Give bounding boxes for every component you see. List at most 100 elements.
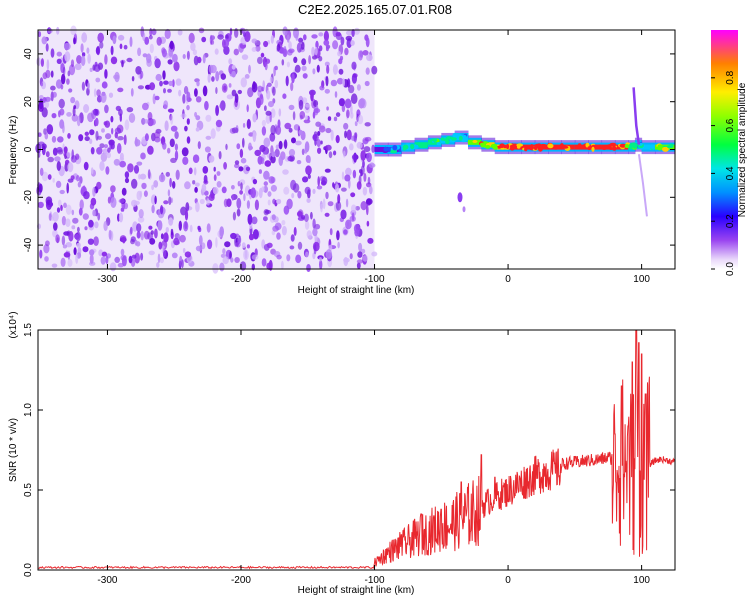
noise-speck — [223, 198, 228, 208]
noise-speck — [323, 30, 329, 42]
noise-speck — [110, 142, 115, 150]
noise-speck — [83, 104, 90, 113]
band-blob — [378, 147, 386, 152]
noise-speck — [221, 186, 227, 194]
noise-speck — [66, 151, 71, 158]
noise-speck — [201, 36, 207, 43]
noise-speck — [112, 35, 117, 45]
noise-speck — [251, 47, 257, 52]
noise-speck — [343, 122, 349, 130]
y-tick-label: 0 — [23, 146, 34, 152]
noise-speck — [264, 105, 267, 112]
noise-speck — [357, 251, 363, 258]
band-blob — [657, 144, 664, 147]
noise-speck — [356, 262, 361, 269]
noise-speck — [226, 94, 234, 100]
noise-speck — [62, 123, 65, 134]
noise-speck — [86, 47, 90, 54]
noise-speck — [149, 43, 154, 54]
noise-speck — [353, 152, 357, 163]
noise-speck — [60, 204, 63, 211]
noise-speck — [104, 54, 108, 65]
noise-speck — [140, 252, 144, 261]
noise-speck — [289, 245, 295, 250]
noise-speck — [288, 104, 295, 111]
noise-speck — [37, 201, 44, 209]
noise-speck — [128, 113, 136, 123]
noise-speck — [222, 256, 229, 265]
snr-y-label: SNR (10 * v/v) — [8, 418, 19, 482]
noise-speck — [239, 190, 244, 195]
noise-speck — [241, 54, 249, 60]
noise-speck — [352, 169, 357, 179]
noise-speck — [263, 137, 271, 148]
band-blob — [547, 143, 554, 149]
noise-speck — [56, 26, 60, 35]
noise-speck — [301, 58, 307, 66]
noise-speck — [332, 64, 338, 75]
noise-speck — [234, 257, 240, 263]
noise-speck — [47, 28, 53, 34]
noise-speck — [246, 244, 250, 249]
noise-speck — [240, 182, 243, 191]
noise-speck — [43, 244, 50, 254]
noise-speck — [283, 186, 290, 195]
noise-speck — [77, 226, 80, 233]
noise-speck — [184, 251, 192, 258]
noise-speck — [61, 235, 66, 246]
band-core — [534, 144, 549, 150]
noise-speck — [273, 66, 276, 77]
noise-speck — [184, 125, 188, 132]
noise-speck — [186, 104, 190, 111]
noise-speck — [44, 101, 50, 109]
noise-speck — [84, 226, 88, 231]
noise-speck — [157, 220, 163, 231]
noise-speck — [307, 174, 311, 179]
noise-speck — [219, 103, 223, 109]
stray-blob — [462, 206, 466, 213]
noise-speck — [114, 127, 122, 135]
x-tick-label: -300 — [97, 274, 117, 285]
noise-speck — [93, 236, 99, 247]
band-core — [521, 144, 536, 150]
noise-speck — [290, 234, 295, 242]
noise-speck — [173, 237, 180, 246]
noise-speck — [51, 135, 57, 143]
noise-speck — [142, 32, 146, 42]
x-tick-label: -100 — [365, 274, 385, 285]
noise-speck — [291, 73, 295, 84]
noise-speck — [351, 212, 355, 222]
noise-speck — [345, 30, 353, 36]
noise-speck — [257, 56, 263, 65]
noise-speck — [130, 88, 134, 97]
noise-speck — [236, 197, 242, 209]
noise-speck — [332, 40, 339, 50]
noise-speck — [295, 140, 302, 146]
noise-speck — [90, 197, 97, 206]
noise-speck — [120, 248, 125, 256]
noise-speck — [325, 127, 332, 134]
noise-speck — [254, 149, 262, 157]
noise-speck — [248, 64, 251, 74]
noise-speck — [206, 198, 211, 206]
noise-speck — [136, 190, 142, 201]
colorbar-tick-label: 0.4 — [725, 166, 736, 180]
noise-speck — [278, 108, 282, 117]
noise-speck — [270, 155, 276, 164]
noise-speck — [344, 130, 348, 139]
noise-speck — [220, 100, 226, 111]
noise-speck — [137, 85, 144, 90]
noise-speck — [337, 51, 341, 57]
noise-speck — [364, 122, 371, 127]
noise-speck — [288, 148, 296, 157]
noise-speck — [202, 85, 208, 97]
noise-speck — [243, 193, 246, 202]
noise-speck — [327, 201, 334, 207]
noise-speck — [50, 85, 56, 91]
noise-speck — [258, 169, 262, 174]
noise-speck — [103, 121, 108, 126]
noise-speck — [371, 144, 375, 153]
noise-speck — [99, 41, 104, 49]
noise-speck — [263, 209, 269, 216]
